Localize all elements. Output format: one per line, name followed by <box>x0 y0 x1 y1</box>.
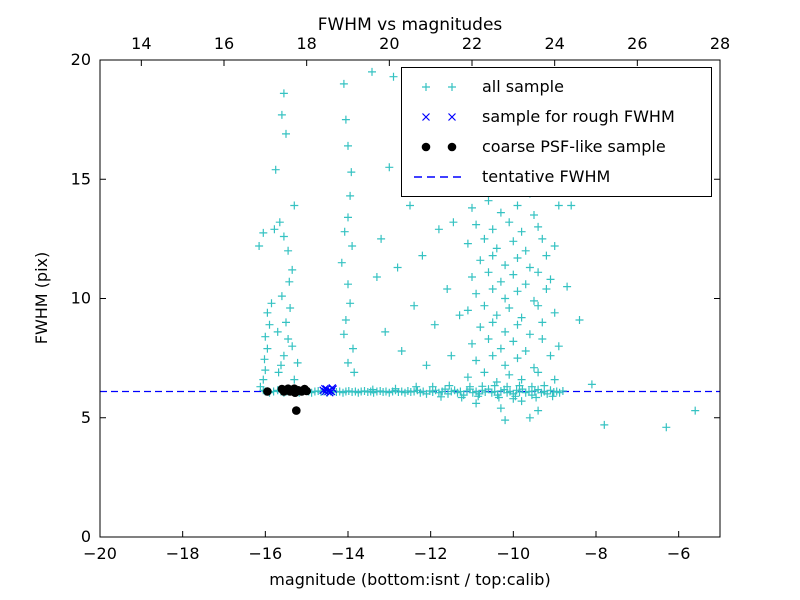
tick-label: −12 <box>414 544 448 563</box>
series-sample-for-rough-FWHM <box>319 383 338 397</box>
legend-item-label: tentative FWHM <box>482 167 611 186</box>
legend-marker-rough-fwhm-cross-icon <box>422 113 456 121</box>
legend-marker-psf-like-circle-icon <box>421 142 457 152</box>
legend: all sample sample for rough FWHM coarse … <box>401 67 712 197</box>
legend-marker-all-sample-plus-icon <box>422 83 456 91</box>
tick-label: 16 <box>214 34 234 53</box>
tick-label: 15 <box>71 169 91 188</box>
tick-label: −16 <box>248 544 282 563</box>
legend-marker-tentative-fwhm-dashed-line-icon <box>414 176 466 178</box>
tick-label: 24 <box>544 34 564 53</box>
tick-label: 28 <box>710 34 730 53</box>
tick-label: −20 <box>83 544 117 563</box>
series-coarse-PSF-like-sample <box>263 384 312 415</box>
tick-label: 26 <box>627 34 647 53</box>
tick-label: −14 <box>331 544 365 563</box>
tick-label: 10 <box>71 289 91 308</box>
tick-label: 20 <box>379 34 399 53</box>
tick-label: 14 <box>131 34 151 53</box>
tick-label: 20 <box>71 50 91 69</box>
plot-area: −20 −18 −16 −14 −12 −10 −8 −6 14 16 18 20 22 24 26 28 0 5… <box>71 34 731 563</box>
legend-item-label: sample for rough FWHM <box>482 107 675 126</box>
legend-item: tentative FWHM <box>412 167 701 187</box>
legend-item-label: all sample <box>482 77 564 96</box>
x-axis-label: magnitude (bottom:isnt / top:calib) <box>269 570 550 589</box>
legend-item-label: coarse PSF-like sample <box>482 137 666 156</box>
tick-label: −10 <box>496 544 530 563</box>
tick-label: −8 <box>584 544 608 563</box>
tick-label: 0 <box>81 527 91 546</box>
chart-title: FWHM vs magnitudes <box>318 15 503 35</box>
tick-label: −18 <box>166 544 200 563</box>
tick-label: −6 <box>667 544 691 563</box>
tick-label: 18 <box>296 34 316 53</box>
tick-label: 22 <box>462 34 482 53</box>
y-axis-label: FWHM (pix) <box>32 252 51 345</box>
legend-item: coarse PSF-like sample <box>412 137 701 157</box>
legend-item: sample for rough FWHM <box>412 107 701 127</box>
legend-item: all sample <box>412 77 701 97</box>
tick-label: 5 <box>81 408 91 427</box>
